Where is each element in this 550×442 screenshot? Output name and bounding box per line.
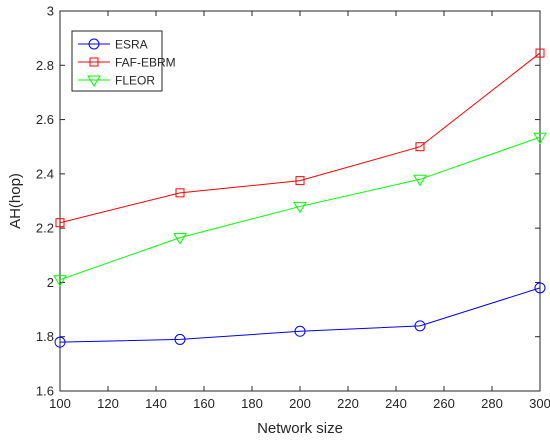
x-tick-label: 160 bbox=[193, 396, 215, 411]
series-line-faf-ebrm bbox=[59, 52, 541, 224]
series-layer bbox=[53, 48, 547, 348]
x-tick-label: 200 bbox=[289, 396, 311, 411]
data-point-faf-ebrm bbox=[175, 188, 185, 198]
legend-label: ESRA bbox=[115, 38, 148, 52]
legend-item-fleor: FLEOR bbox=[78, 74, 155, 88]
series-fleor bbox=[53, 132, 547, 287]
data-point-faf-ebrm bbox=[55, 218, 65, 228]
series-esra bbox=[54, 282, 546, 348]
legend: ESRA FAF-EBRM FLEOR bbox=[71, 30, 176, 92]
series-faf-ebrm bbox=[55, 48, 545, 228]
x-tick-label: 140 bbox=[145, 396, 167, 411]
y-tick-label: 2.6 bbox=[36, 112, 54, 127]
x-tick-label: 300 bbox=[529, 396, 550, 411]
data-point-fleor bbox=[413, 174, 427, 187]
data-point-esra bbox=[414, 320, 426, 332]
y-tick-label: 3 bbox=[47, 4, 54, 19]
legend-item-esra: ESRA bbox=[78, 38, 148, 52]
y-tick-label: 2.2 bbox=[36, 221, 54, 236]
data-point-fleor bbox=[173, 233, 187, 245]
x-tick-label: 180 bbox=[241, 396, 263, 411]
x-tick-label: 280 bbox=[481, 396, 503, 411]
x-tick-label: 240 bbox=[385, 396, 407, 411]
axis-ticks: 100 120 140 160 180 200 220 240 260 280 300 1.6 1.8 2… bbox=[36, 4, 550, 412]
data-point-esra bbox=[534, 282, 546, 294]
data-point-faf-ebrm bbox=[295, 176, 305, 186]
series-line-esra bbox=[59, 287, 541, 343]
y-tick-label: 1.8 bbox=[36, 329, 54, 344]
legend-item-faf-ebrm: FAF-EBRM bbox=[78, 56, 176, 70]
y-tick-label: 2.8 bbox=[36, 58, 54, 73]
x-tick-label: 260 bbox=[433, 396, 455, 411]
data-point-fleor bbox=[53, 275, 67, 287]
data-point-fleor bbox=[293, 201, 307, 214]
legend-label: FAF-EBRM bbox=[115, 56, 176, 70]
y-tick-label: 2 bbox=[47, 275, 54, 290]
x-axis-label: Network size bbox=[257, 420, 343, 437]
data-point-faf-ebrm bbox=[415, 142, 425, 152]
x-tick-label: 100 bbox=[49, 396, 71, 411]
data-point-esra bbox=[54, 336, 66, 348]
y-tick-label: 2.4 bbox=[36, 166, 54, 181]
y-axis-label: AH(hop) bbox=[7, 173, 24, 229]
legend-marker-esra bbox=[88, 38, 100, 50]
data-point-esra bbox=[294, 325, 306, 337]
data-point-fleor bbox=[533, 132, 547, 145]
x-tick-label: 220 bbox=[337, 396, 359, 411]
legend-box bbox=[71, 30, 163, 92]
legend-marker-faf-ebrm bbox=[89, 57, 99, 67]
series-line-fleor bbox=[59, 136, 541, 281]
legend-label: FLEOR bbox=[115, 74, 155, 88]
data-point-faf-ebrm bbox=[535, 48, 545, 58]
legend-marker-fleor bbox=[87, 75, 101, 87]
y-tick-label: 1.6 bbox=[36, 384, 54, 399]
data-point-esra bbox=[174, 333, 186, 345]
x-tick-label: 120 bbox=[97, 396, 119, 411]
